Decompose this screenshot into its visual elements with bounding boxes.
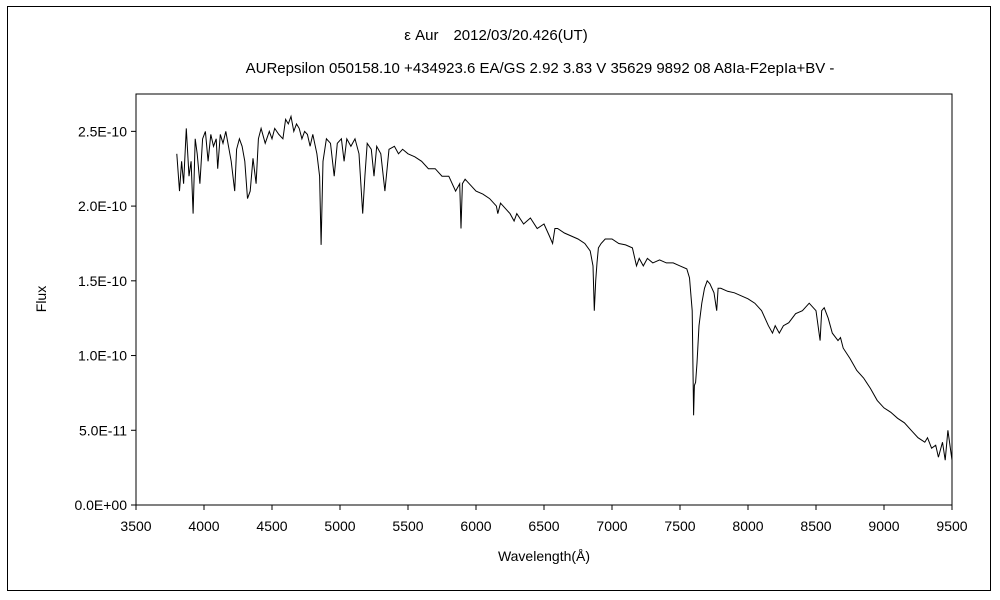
x-tick-label: 4500 — [256, 518, 287, 534]
y-tick-label: 1.0E-10 — [78, 348, 127, 364]
chart-frame: ε Aur 2012/03/20.426(UT) AURepsilon 0501… — [7, 6, 991, 591]
chart-subtitle: AURepsilon 050158.10 +434923.6 EA/GS 2.9… — [246, 60, 835, 77]
x-tick-label: 9500 — [936, 518, 967, 534]
x-tick-label: 5000 — [324, 518, 355, 534]
spectrum-chart: ε Aur 2012/03/20.426(UT) AURepsilon 0501… — [33, 27, 968, 564]
x-tick-label: 7500 — [664, 518, 695, 534]
x-tick-label: 3500 — [120, 518, 151, 534]
x-axis: 3500 4000 4500 5000 5500 6000 6500 7000 7500 8000… — [120, 505, 968, 534]
plot-area — [135, 93, 953, 506]
spectrum-line — [176, 114, 953, 461]
x-tick-label: 6500 — [528, 518, 559, 534]
x-tick-label: 6000 — [460, 518, 491, 534]
x-tick-label: 8500 — [800, 518, 831, 534]
y-axis: 0.0E+00 5.0E-11 1.0E-10 1.5E-10 2.0E-10 2.5E-… — [74, 123, 136, 513]
y-tick-label: 1.5E-10 — [78, 273, 127, 289]
y-tick-label: 0.0E+00 — [74, 497, 127, 513]
y-axis-label: Flux — [33, 286, 49, 312]
x-axis-label: Wavelength(Å) — [498, 548, 590, 564]
x-tick-label: 5500 — [392, 518, 423, 534]
x-tick-label: 4000 — [188, 518, 219, 534]
y-tick-label: 2.0E-10 — [78, 198, 127, 214]
chart-title: ε Aur 2012/03/20.426(UT) — [404, 27, 587, 44]
y-tick-label: 2.5E-10 — [78, 123, 127, 139]
x-tick-label: 9000 — [868, 518, 899, 534]
y-tick-label: 5.0E-11 — [79, 422, 127, 438]
x-tick-label: 8000 — [732, 518, 763, 534]
x-tick-label: 7000 — [596, 518, 627, 534]
